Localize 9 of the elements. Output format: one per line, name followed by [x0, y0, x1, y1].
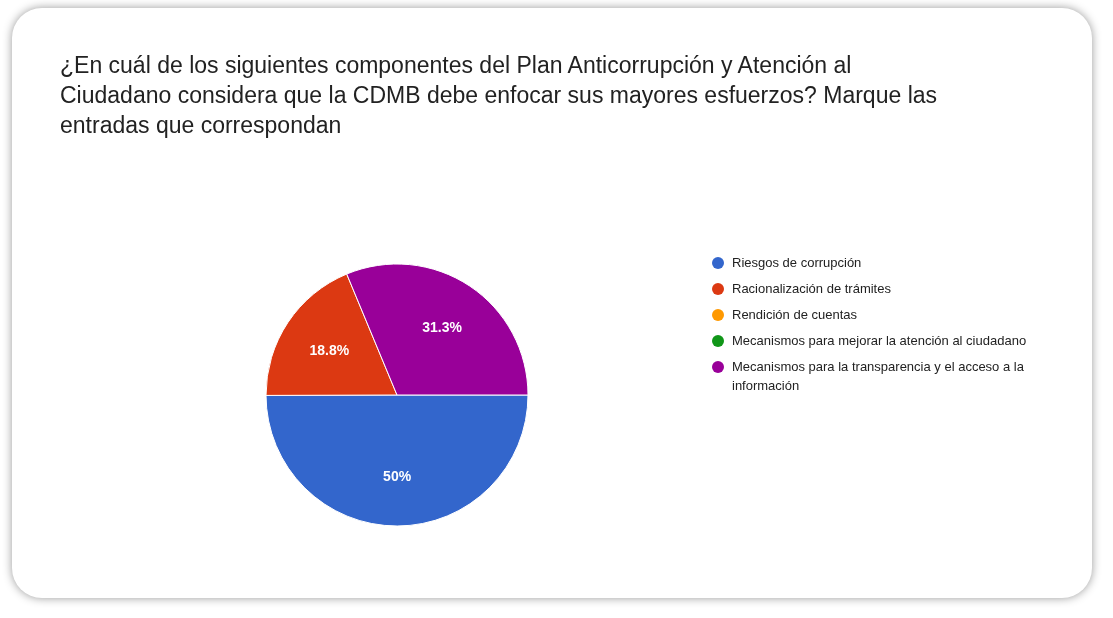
- legend-label: Mecanismos para mejorar la atención al ciudadano: [732, 332, 1027, 350]
- legend-label: Riesgos de corrupción: [732, 254, 862, 272]
- legend-label: Rendición de cuentas: [732, 306, 858, 324]
- legend-label: Mecanismos para la transparencia y el acceso a la información: [732, 358, 1025, 395]
- chart-title: ¿En cuál de los siguientes componentes del Plan Anticorrupción y Atención al Ciudadano considera que la CDMB debe enfocar sus mayores esfuerzos? Marque las entradas que correspondan: [60, 51, 939, 140]
- legend-label: Racionalización de trámites: [732, 280, 891, 298]
- data-label: 50%: [383, 468, 412, 485]
- data-label: 31.3%: [422, 319, 463, 336]
- data-label: 18.8%: [309, 342, 350, 359]
